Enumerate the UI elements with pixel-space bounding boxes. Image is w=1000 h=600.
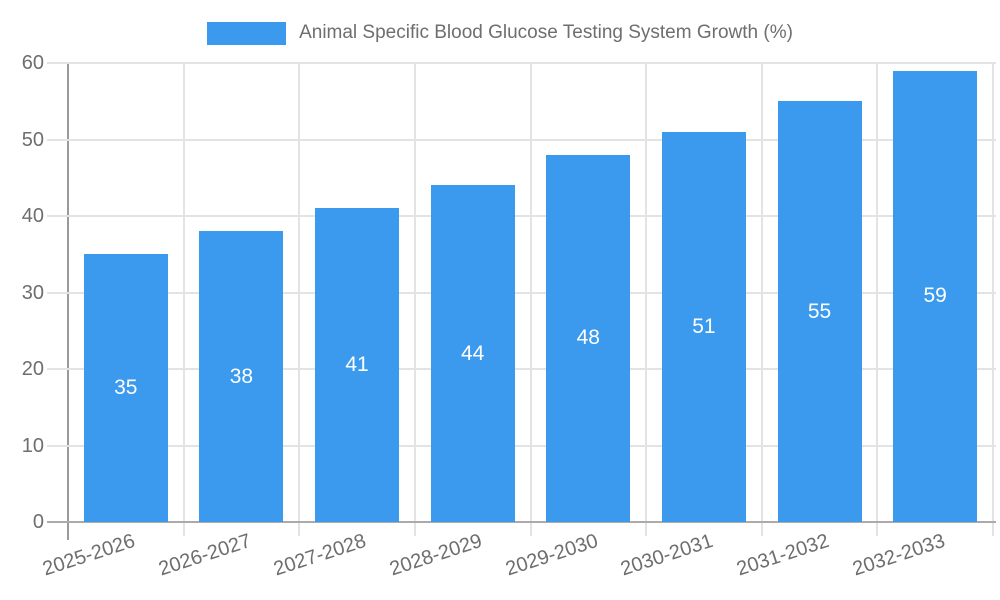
x-tick-label: 2029-2030 <box>502 529 601 581</box>
x-tick-label: 2030-2031 <box>618 529 717 581</box>
chart-legend[interactable]: Animal Specific Blood Glucose Testing Sy… <box>0 19 1000 47</box>
x-axis-line <box>47 521 996 523</box>
x-gridline <box>760 63 763 536</box>
y-tick-label: 10 <box>21 434 44 457</box>
bar-value-label: 38 <box>229 364 254 388</box>
x-gridline <box>182 63 185 536</box>
bar-value-label: 51 <box>692 314 716 338</box>
bar[interactable] <box>199 231 284 522</box>
y-tick-label: 30 <box>21 281 44 304</box>
y-gridline <box>47 62 996 64</box>
x-gridline <box>529 63 532 536</box>
chart-title: Animal Specific Blood Glucose Testing Sy… <box>299 22 793 43</box>
bar[interactable] <box>315 208 400 522</box>
x-gridline <box>876 63 879 536</box>
x-gridline <box>413 63 416 536</box>
bar-value-label: 44 <box>461 341 485 365</box>
y-gridline <box>47 291 996 294</box>
bar-value-label: 59 <box>923 284 947 308</box>
bar[interactable] <box>893 70 978 522</box>
y-axis-line <box>67 63 69 540</box>
bar[interactable] <box>661 131 746 522</box>
x-gridline <box>645 63 648 536</box>
bar[interactable] <box>83 254 168 522</box>
y-gridline <box>47 368 996 370</box>
y-tick-label: 0 <box>32 511 44 533</box>
y-tick-label: 60 <box>21 52 44 74</box>
x-tick-label: 2028-2029 <box>387 529 485 581</box>
y-tick-label: 40 <box>21 205 44 227</box>
bar-value-label: 35 <box>114 376 138 400</box>
x-tick-label: 2032-2033 <box>849 529 948 581</box>
legend-swatch[interactable] <box>207 21 287 45</box>
bar[interactable] <box>777 101 862 522</box>
y-tick-label: 20 <box>21 358 44 380</box>
x-tick-label: 2027-2028 <box>271 529 370 581</box>
y-gridline <box>47 444 996 447</box>
x-gridline <box>298 63 301 536</box>
y-tick-label: 50 <box>21 128 44 151</box>
bar[interactable] <box>546 154 631 522</box>
bar[interactable] <box>430 185 515 522</box>
y-gridline <box>47 138 996 141</box>
x-gridline <box>992 63 994 536</box>
x-tick-label: 2031-2032 <box>733 529 832 581</box>
x-tick-label: 2025-2026 <box>40 529 138 581</box>
bar-value-label: 48 <box>576 326 600 350</box>
x-tick-label: 2026-2027 <box>155 529 254 581</box>
bar-value-label: 41 <box>345 353 369 377</box>
bar-value-label: 55 <box>807 299 832 323</box>
y-gridline <box>47 215 996 217</box>
